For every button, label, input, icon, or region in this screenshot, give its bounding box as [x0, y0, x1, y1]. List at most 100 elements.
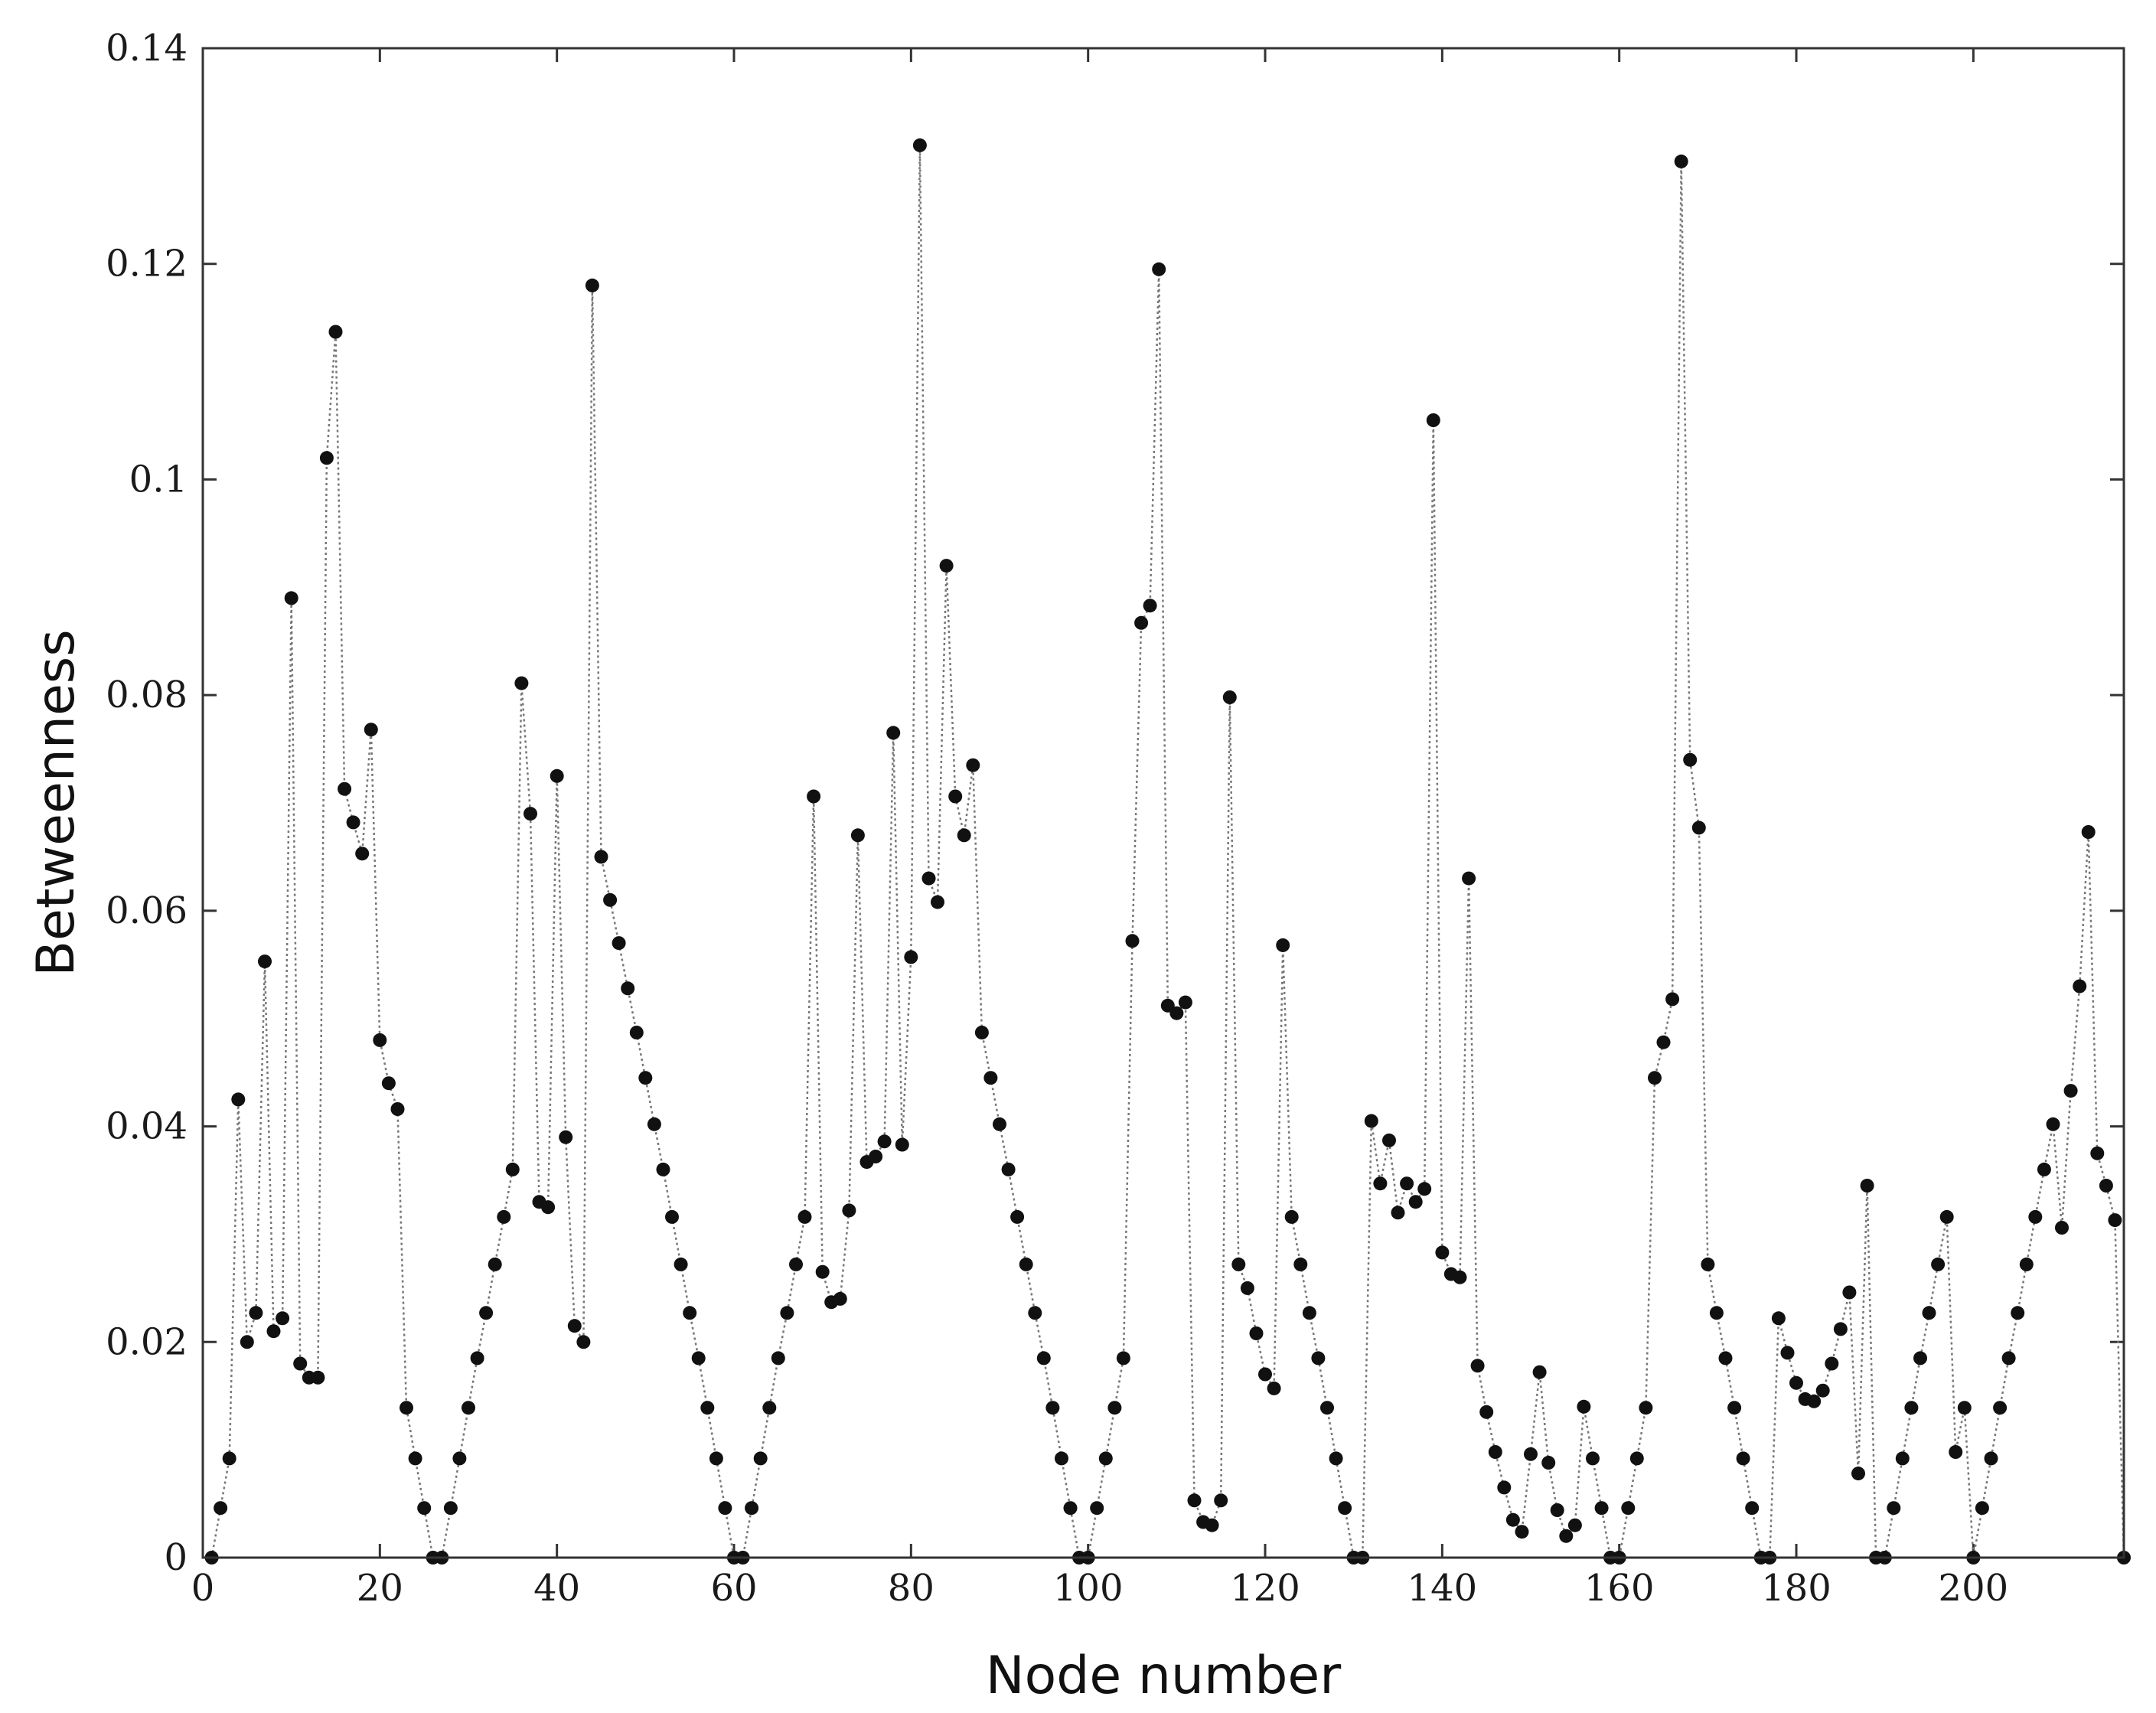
data-point: [647, 1117, 661, 1131]
data-point: [1028, 1306, 1042, 1320]
y-tick-label: 0.12: [106, 243, 188, 286]
x-tick-label: 180: [1761, 1567, 1831, 1610]
data-point: [665, 1209, 679, 1224]
data-point: [1391, 1206, 1405, 1220]
data-point: [1505, 1512, 1520, 1527]
data-point: [638, 1071, 653, 1085]
y-tick-label: 0.06: [106, 889, 188, 932]
data-point: [1435, 1245, 1450, 1260]
y-tick-label: 0.02: [106, 1320, 188, 1363]
data-point: [2011, 1306, 2025, 1320]
data-point: [912, 138, 927, 152]
data-point: [1771, 1311, 1786, 1326]
data-point: [1567, 1518, 1582, 1532]
data-point: [1577, 1399, 1591, 1414]
data-point: [1293, 1257, 1308, 1271]
data-point: [364, 723, 378, 737]
data-point: [904, 950, 918, 964]
data-point: [266, 1324, 281, 1339]
data-point: [1780, 1346, 1795, 1360]
data-point: [1993, 1401, 2008, 1415]
y-tick-label: 0.08: [106, 674, 188, 716]
data-point: [1240, 1281, 1254, 1295]
data-point: [1789, 1375, 1803, 1390]
data-point: [559, 1130, 573, 1144]
data-point: [931, 895, 944, 909]
data-point: [249, 1306, 263, 1320]
x-tick-label: 20: [357, 1567, 403, 1610]
data-point: [1249, 1326, 1264, 1340]
data-point: [1178, 995, 1192, 1010]
data-point: [1656, 1035, 1671, 1049]
data-point: [2090, 1146, 2105, 1160]
data-point: [514, 676, 529, 690]
data-point: [1187, 1493, 1202, 1508]
data-point: [2108, 1213, 2122, 1228]
x-axis-title: Node number: [986, 1646, 1342, 1706]
x-tick-label: 60: [710, 1567, 757, 1610]
data-point: [276, 1311, 290, 1326]
data-point: [2001, 1351, 2016, 1366]
data-point: [1373, 1176, 1388, 1191]
data-point: [1116, 1351, 1130, 1366]
data-point: [505, 1162, 520, 1176]
data-point: [612, 936, 626, 951]
data-point: [1222, 690, 1237, 704]
data-point: [709, 1451, 723, 1466]
data-point: [1825, 1356, 1839, 1371]
data-point: [338, 781, 352, 796]
data-point: [567, 1319, 582, 1333]
data-point: [497, 1209, 511, 1224]
data-point: [1541, 1456, 1556, 1470]
data-point: [2081, 825, 2096, 839]
data-point: [2055, 1221, 2069, 1235]
data-point: [214, 1501, 228, 1516]
data-point: [993, 1117, 1006, 1131]
data-point: [939, 559, 954, 573]
data-point: [576, 1335, 591, 1349]
data-point: [452, 1451, 467, 1466]
data-point: [957, 828, 971, 843]
data-markers: [204, 138, 2131, 1565]
data-point: [1957, 1401, 1972, 1415]
data-point: [753, 1451, 768, 1466]
data-point: [488, 1257, 502, 1271]
data-point: [1524, 1447, 1538, 1461]
data-point: [1922, 1306, 1936, 1320]
data-point: [1417, 1182, 1432, 1196]
data-point: [1939, 1209, 1954, 1224]
data-point: [1107, 1401, 1122, 1415]
data-point: [2037, 1162, 2051, 1176]
data-point: [355, 847, 370, 861]
data-point: [1364, 1114, 1378, 1128]
x-tick-label: 100: [1053, 1567, 1124, 1610]
x-tick-label: 0: [191, 1567, 215, 1610]
data-point: [2073, 979, 2087, 994]
data-point: [1055, 1451, 1068, 1466]
data-point: [231, 1092, 246, 1107]
data-point: [1320, 1401, 1334, 1415]
data-point: [762, 1401, 777, 1415]
data-point: [258, 954, 272, 969]
y-tick-label: 0.04: [106, 1105, 188, 1148]
data-point: [408, 1451, 422, 1466]
data-point: [983, 1071, 998, 1085]
data-point: [1586, 1451, 1600, 1466]
data-point: [1090, 1501, 1104, 1516]
data-point: [869, 1150, 883, 1163]
data-point: [1169, 1006, 1184, 1020]
y-tick-label: 0.1: [129, 458, 188, 501]
data-point: [1984, 1451, 1998, 1466]
data-point: [1913, 1351, 1927, 1366]
data-point: [240, 1335, 254, 1349]
data-point: [1063, 1501, 1078, 1516]
x-tick-label: 160: [1584, 1567, 1655, 1610]
data-point: [974, 1026, 989, 1039]
data-point: [1329, 1451, 1343, 1466]
data-point: [1462, 871, 1476, 886]
data-point: [1036, 1351, 1051, 1366]
data-point: [2099, 1179, 2113, 1193]
data-point: [1904, 1401, 1919, 1415]
data-point: [1231, 1257, 1246, 1271]
y-tick-label: 0: [164, 1536, 188, 1579]
